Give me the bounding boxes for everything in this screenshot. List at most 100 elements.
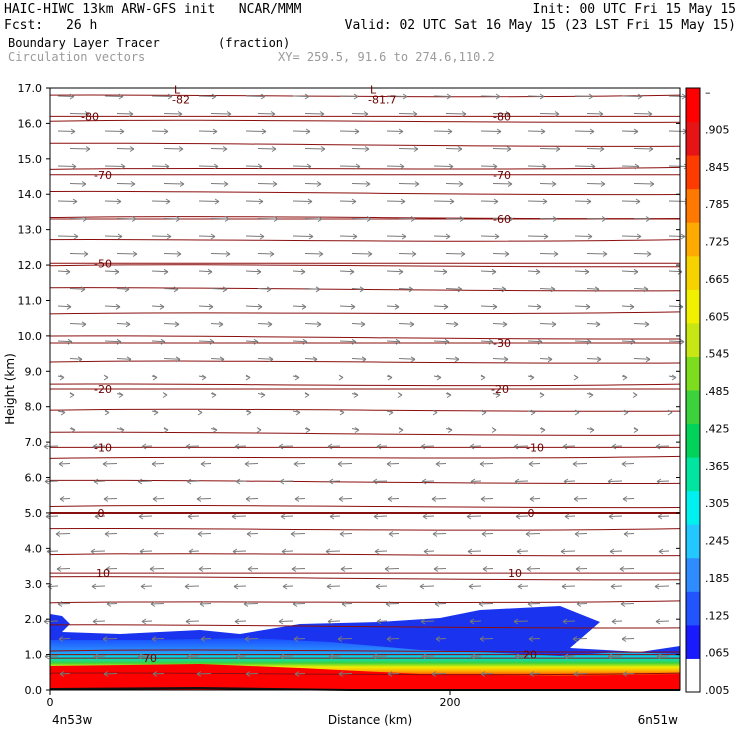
vector-arrowhead	[681, 93, 687, 100]
circulation-vector	[257, 113, 276, 115]
circulation-vector	[339, 130, 360, 132]
vector-arrowhead	[258, 198, 264, 205]
circulation-vector	[57, 305, 72, 308]
vector-arrowhead	[623, 409, 629, 416]
vector-arrowhead	[131, 216, 137, 222]
colorbar-label: .065	[705, 647, 730, 660]
circulation-vector	[197, 533, 212, 535]
circulation-vector	[140, 585, 153, 587]
vector-arrowhead	[338, 374, 344, 381]
vector-arrowhead	[118, 392, 124, 398]
vector-arrowhead	[186, 653, 192, 660]
colorbar-swatch	[686, 457, 700, 492]
vector-arrowhead	[432, 409, 438, 416]
circulation-vector	[529, 673, 541, 675]
vector-arrowhead	[91, 583, 97, 590]
circulation-vector	[527, 130, 546, 132]
vector-arrowhead	[226, 111, 232, 117]
vector-arrowhead	[630, 338, 636, 345]
circulation-vector	[257, 183, 278, 185]
circulation-vector	[470, 655, 482, 657]
vector-arrowhead	[281, 548, 287, 555]
vector-arrowhead	[44, 478, 50, 485]
circulation-vector	[492, 113, 511, 115]
circulation-vector	[304, 113, 325, 115]
vector-arrowhead	[270, 111, 276, 117]
vector-arrowhead	[300, 268, 306, 275]
circulation-vector	[151, 463, 165, 465]
circulation-vector	[586, 288, 600, 290]
vector-arrowhead	[414, 181, 420, 187]
circulation-vector	[102, 638, 118, 640]
vector-arrowhead	[495, 93, 501, 100]
vector-arrowhead	[132, 251, 138, 257]
vector-arrowhead	[294, 374, 300, 381]
circulation-vector	[280, 515, 294, 517]
circulation-vector	[482, 568, 494, 570]
circulation-vector	[292, 305, 307, 308]
circulation-vector	[513, 445, 529, 447]
colorbar-label: .905	[705, 123, 730, 136]
vector-arrowhead	[129, 146, 135, 152]
vector-arrowhead	[119, 128, 125, 135]
vector-arrowhead	[301, 303, 307, 310]
vector-arrowhead	[315, 286, 321, 293]
circulation-vector	[621, 305, 635, 308]
circulation-vector	[573, 673, 588, 675]
circulation-vector	[339, 270, 355, 273]
vector-arrowhead	[363, 111, 369, 117]
circulation-vector	[104, 130, 125, 132]
x-axis-ticks: 0 200	[47, 690, 461, 709]
vector-arrowhead	[312, 356, 318, 363]
circulation-vector	[116, 358, 132, 360]
circulation-vector	[337, 463, 353, 465]
vector-arrowhead	[211, 93, 217, 100]
vector-arrowhead	[539, 392, 545, 398]
isotherm-label: -20	[491, 383, 509, 396]
x-tick-label: 200	[440, 696, 461, 709]
vector-arrowhead	[69, 392, 75, 398]
circulation-vector	[668, 305, 684, 308]
circulation-vector	[196, 498, 212, 500]
circulation-vector	[116, 218, 137, 220]
circulation-vector	[492, 323, 508, 325]
circulation-vector	[433, 95, 452, 97]
circulation-vector	[564, 515, 576, 517]
vector-arrowhead	[167, 93, 173, 100]
vector-arrowhead	[448, 163, 454, 170]
vector-arrowhead	[454, 356, 460, 363]
circulation-vector	[388, 533, 400, 535]
circulation-vector	[527, 235, 549, 237]
vector-arrowhead	[599, 146, 605, 152]
vector-arrowhead	[513, 618, 519, 625]
vector-arrowhead	[318, 251, 324, 257]
isotherm-label: 20	[523, 649, 537, 662]
vector-arrowhead	[488, 338, 494, 345]
circulation-vector	[574, 165, 596, 167]
circulation-vectors	[43, 93, 690, 677]
vector-arrowhead	[85, 146, 91, 152]
circulation-vector	[304, 218, 323, 220]
vector-arrowhead	[222, 286, 228, 293]
circulation-vector	[292, 603, 306, 605]
circulation-vector	[304, 358, 318, 360]
circulation-vector	[198, 340, 215, 343]
circulation-vector	[163, 253, 182, 255]
vector-arrowhead	[469, 618, 475, 625]
vector-arrowhead	[434, 601, 440, 607]
vector-arrowhead	[244, 461, 250, 467]
circulation-vector	[539, 358, 553, 360]
circulation-vector	[573, 498, 588, 500]
circulation-vector	[90, 550, 106, 552]
circulation-vector	[492, 358, 509, 360]
circulation-vector	[69, 288, 86, 290]
vector-arrowhead	[537, 338, 543, 345]
vector-arrowhead	[633, 427, 639, 433]
vector-arrowhead	[329, 513, 335, 520]
circulation-vector	[422, 515, 435, 517]
vector-arrowhead	[554, 111, 560, 117]
y-tick-label: 8.0	[25, 401, 43, 414]
vector-arrowhead	[66, 303, 72, 310]
vector-arrowhead	[126, 356, 132, 363]
circulation-vector	[234, 620, 247, 622]
